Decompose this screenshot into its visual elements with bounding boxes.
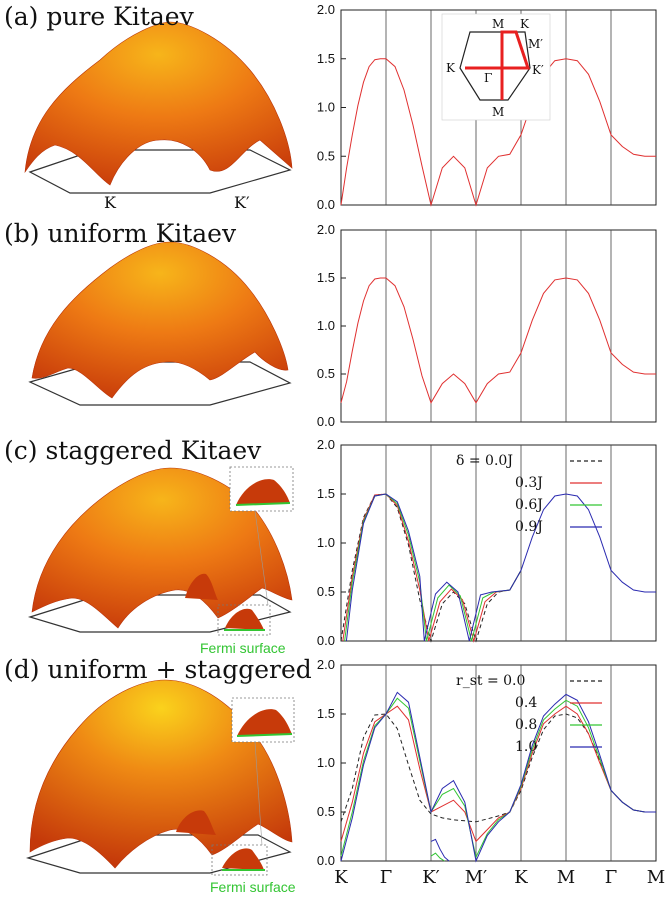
fermi-label-d: Fermi surface: [210, 879, 296, 895]
inset-hexagon: [459, 31, 531, 101]
series-line-2: [340, 697, 656, 859]
inset-label-gamma: Γ: [484, 71, 492, 85]
series-line-3: [340, 691, 656, 863]
series-line-1: [340, 705, 656, 843]
series-line-0: [340, 277, 656, 404]
series-line-4: [430, 838, 450, 862]
plot-frame: [340, 229, 657, 423]
y-tick-label: 1.5: [317, 51, 335, 66]
surface-c: Fermi surface: [27, 466, 294, 656]
x-tick-label: K′: [422, 867, 440, 888]
x-tick-label: M: [557, 867, 575, 888]
pocket-d-1: [176, 810, 216, 835]
inset-label-m-top: M: [492, 17, 504, 31]
panel-label-b: (b) uniform Kitaev: [4, 219, 237, 248]
y-tick-label: 2.0: [317, 437, 335, 452]
series-line-3: [345, 493, 656, 642]
x-tick-label: K: [514, 867, 528, 888]
chart-b: 0.0 0.5 1.0 1.5 2.0: [317, 222, 657, 429]
surface-label-kprime: K′: [234, 193, 250, 212]
y-tick-label: 0.0: [317, 414, 335, 429]
zoom-box-d: [211, 844, 268, 876]
pocket-c-1: [185, 573, 218, 600]
surface-a: K K′: [24, 21, 293, 212]
legend-header: δ = 0.0J: [456, 453, 513, 469]
legend-entry: 0.8: [515, 717, 537, 733]
y-tick-label: 0.5: [317, 148, 335, 163]
panel-label-d: (d) uniform + staggered: [4, 655, 312, 684]
x-tick-label: Γ: [605, 867, 618, 888]
inset-fermi-c: [235, 502, 291, 506]
fermi-label-c: Fermi surface: [200, 640, 286, 656]
surface-d: Fermi surface: [25, 679, 296, 895]
surface-label-k: K: [104, 193, 117, 212]
y-tick-label: 0.5: [317, 366, 335, 381]
zoom-box-c: [217, 604, 271, 636]
dome-b: [31, 241, 289, 399]
path-inset: M K M′ K Γ K′ M: [441, 13, 551, 121]
series-line-5: [430, 852, 445, 862]
surface-b: [28, 241, 292, 406]
x-tick-label: K: [334, 867, 348, 888]
dome-c: [31, 467, 293, 629]
legend-entry: 0.4: [515, 695, 537, 711]
inset-pocket-d: [237, 709, 292, 736]
dome-d: [29, 679, 293, 869]
inset-label-mprime: M′: [528, 37, 543, 51]
y-tick-label: 0.5: [317, 804, 335, 819]
y-tick-label: 1.0: [317, 535, 335, 550]
pocket-c-2: [225, 608, 264, 630]
inset-path: [465, 30, 531, 100]
y-tick-label: 0.5: [317, 584, 335, 599]
inset-pocket-c: [236, 479, 290, 505]
connector-c: [254, 510, 269, 606]
x-tick-label: Γ: [380, 867, 393, 888]
panel-label-c: (c) staggered Kitaev: [4, 436, 262, 465]
y-tick-label: 2.0: [317, 657, 335, 672]
y-tick-label: 0.0: [317, 197, 335, 212]
y-tick-label: 1.0: [317, 318, 335, 333]
inset-label-k-left: K: [446, 61, 456, 75]
y-tick-label: 1.5: [317, 270, 335, 285]
dome-a: [24, 21, 293, 186]
y-tick-label: 0.0: [317, 853, 335, 868]
y-tick-label: 0.0: [317, 633, 335, 648]
legend-entry: 0.6J: [515, 497, 543, 513]
inset-label-k-top: K: [520, 17, 530, 31]
y-tick-label: 2.0: [317, 222, 335, 237]
plot-frame: [340, 444, 657, 642]
plot-frame: [340, 664, 657, 862]
y-tick-label: 1.0: [317, 100, 335, 115]
chart-d: 0.0 0.5 1.0 1.5 2.0 r_st = 0.0 0.4 0.8 1.0 K Γ K′ M′…: [317, 657, 665, 888]
legend-entry: 0.3J: [515, 475, 543, 491]
y-tick-label: 1.0: [317, 755, 335, 770]
brillouin-zone-b: [28, 361, 292, 406]
pocket-d-2: [222, 848, 264, 870]
connector-d: [254, 741, 263, 846]
inset-label-m-bottom: M: [492, 105, 504, 119]
inset-label-kprime: K′: [532, 63, 544, 77]
legend-header: r_st = 0.0: [456, 673, 525, 689]
series-line-1: [342, 493, 522, 643]
legend-entry: 0.9J: [515, 519, 543, 535]
brillouin-zone-a: [28, 149, 292, 194]
y-tick-label: 1.5: [317, 486, 335, 501]
panel-label-a: (a) pure Kitaev: [4, 2, 194, 31]
chart-c: 0.0 0.5 1.0 1.5 2.0 δ = 0.0J0.3J 0.6J 0.9J: [317, 437, 657, 648]
series-line-0: [340, 58, 656, 207]
x-tick-label: M′: [465, 867, 488, 888]
inset-fermi-d: [236, 733, 293, 737]
x-tick-label: M: [647, 867, 665, 888]
y-tick-label: 2.0: [317, 2, 335, 17]
y-tick-label: 1.5: [317, 706, 335, 721]
legend-entry: 1.0: [515, 739, 537, 755]
